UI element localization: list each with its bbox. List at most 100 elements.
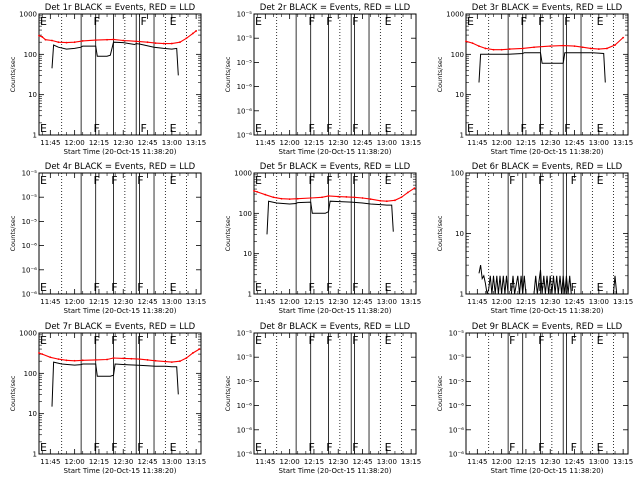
y-tick-label: 10⁻⁵ xyxy=(449,330,465,338)
marker-f-bottom: F xyxy=(520,122,526,135)
series-lld-point xyxy=(614,44,616,46)
marker-f-bottom: F xyxy=(111,281,117,294)
marker-f-top: F xyxy=(509,174,515,187)
series-events-line xyxy=(266,200,394,235)
panel-title: Det 8r BLACK = Events, RED = LLD xyxy=(260,322,411,332)
x-tick-label: 13:15 xyxy=(186,458,206,466)
series-lld-point xyxy=(65,41,68,44)
x-tick-label: 11:45 xyxy=(40,139,60,147)
panel-det-7: Det 7r BLACK = Events, RED = LLD 1 10 100 10… xyxy=(9,322,206,475)
x-tick-label: 12:30 xyxy=(540,458,560,466)
series-lld-point xyxy=(81,40,84,42)
y-tick-label: 10⁻⁵ xyxy=(22,218,38,226)
marker-f-top: F xyxy=(308,334,314,347)
series-lld-point xyxy=(492,48,495,51)
series-lld-point xyxy=(106,38,108,41)
y-tick-label: 10 xyxy=(455,230,464,238)
marker-e-top: E xyxy=(597,174,604,187)
x-tick-label: 12:45 xyxy=(564,139,584,147)
series-lld-point xyxy=(51,39,53,42)
x-tick-label: 12:00 xyxy=(280,139,300,147)
x-tick-label: 12:45 xyxy=(564,458,584,466)
series-lld-point xyxy=(385,200,388,203)
x-tick-label: 12:15 xyxy=(516,458,536,466)
y-tick-label: 100 xyxy=(451,51,464,59)
series-lld-point xyxy=(413,187,416,190)
x-axis-label: Start Time (20-Oct-15 11:38:20) xyxy=(279,467,392,475)
marker-f-bottom: F xyxy=(111,441,117,454)
y-tick-label: 1000 xyxy=(446,11,464,19)
series-lld-point xyxy=(122,39,125,42)
y-tick-label: 10⁻⁶ xyxy=(22,266,38,274)
marker-e-top: E xyxy=(385,174,392,187)
x-tick-label: 13:15 xyxy=(401,458,421,466)
series-lld-point xyxy=(500,48,503,51)
x-tick-label: 13:00 xyxy=(162,298,182,306)
series-lld-point xyxy=(44,38,47,41)
x-tick-label: 11:45 xyxy=(467,139,487,147)
marker-f-top: F xyxy=(93,15,99,28)
plot-frame xyxy=(465,332,629,455)
y-axis-label: Counts/sec xyxy=(9,215,17,251)
series-lld-point xyxy=(361,197,364,199)
series-lld-point xyxy=(146,41,149,44)
panel-det-4: Det 4r BLACK = Events, RED = LLD 10⁻⁶ 10⁻⁶… xyxy=(9,162,206,315)
x-tick-label: 12:30 xyxy=(540,298,560,306)
y-tick-label: 10⁻⁶ xyxy=(22,242,38,250)
series-lld-point xyxy=(465,40,467,43)
panel-det-3: Det 3r BLACK = Events, RED = LLD 1 10 100 10… xyxy=(436,3,633,156)
marker-e-bottom: E xyxy=(597,281,604,294)
y-tick-label: 10⁻⁶ xyxy=(237,132,253,140)
x-tick-label: 13:00 xyxy=(377,298,397,306)
series-lld-point xyxy=(589,47,592,50)
marker-e-bottom: E xyxy=(170,122,177,135)
series-lld-point xyxy=(41,36,44,38)
x-tick-label: 12:30 xyxy=(113,458,133,466)
series-lld-point xyxy=(562,44,565,47)
x-tick-label: 13:00 xyxy=(377,139,397,147)
marker-f-top: F xyxy=(111,334,117,347)
panel-title: Det 9r BLACK = Events, RED = LLD xyxy=(472,322,623,332)
series-lld-point xyxy=(162,42,165,45)
marker-e-bottom: E xyxy=(597,441,604,454)
marker-e-bottom: E xyxy=(40,281,47,294)
y-tick-label: 1000 xyxy=(234,170,252,178)
x-tick-label: 12:45 xyxy=(352,458,372,466)
x-tick-label: 12:15 xyxy=(304,139,324,147)
marker-f-bottom: F xyxy=(571,281,577,294)
marker-e-bottom: E xyxy=(385,281,392,294)
y-tick-label: 10⁻⁵ xyxy=(237,35,253,43)
y-tick-label: 10⁻⁶ xyxy=(449,426,465,434)
series-lld-point xyxy=(112,357,115,359)
marker-f-top: F xyxy=(326,174,332,187)
series-lld-point xyxy=(170,361,173,363)
series-lld-point xyxy=(112,38,115,41)
x-tick-label: 12:30 xyxy=(328,139,348,147)
x-tick-label: 12:30 xyxy=(113,298,133,306)
y-tick-label: 10⁻⁶ xyxy=(237,402,253,410)
panel-det-5: Det 5r BLACK = Events, RED = LLD 1 10 100 10… xyxy=(224,162,421,315)
series-lld-point xyxy=(164,360,167,363)
marker-f-bottom: F xyxy=(308,441,314,454)
series-lld-line xyxy=(253,187,415,202)
marker-f-top: F xyxy=(308,15,314,28)
x-tick-label: 12:15 xyxy=(516,139,536,147)
y-axis-label: Counts/sec xyxy=(9,56,17,92)
panel-title: Det 1r BLACK = Events, RED = LLD xyxy=(45,3,196,13)
series-events-line xyxy=(51,41,179,76)
series-lld-point xyxy=(57,41,60,44)
marker-f-top: F xyxy=(308,174,314,187)
y-tick-label: 10⁻⁶ xyxy=(237,426,253,434)
series-lld-point xyxy=(130,357,133,360)
x-axis-label: Start Time (20-Oct-15 11:38:20) xyxy=(64,307,177,315)
series-lld-line xyxy=(38,30,197,45)
marker-f-bottom: F xyxy=(308,122,314,135)
marker-f-bottom: F xyxy=(308,281,314,294)
marker-f-bottom: F xyxy=(93,441,99,454)
marker-e-top: E xyxy=(170,174,177,187)
y-axis-label: Counts/sec xyxy=(436,56,444,92)
marker-f-top: F xyxy=(93,174,99,187)
x-axis-label: Start Time (20-Oct-15 11:38:20) xyxy=(279,307,392,315)
x-tick-label: 12:00 xyxy=(280,298,300,306)
y-tick-label: 1 xyxy=(248,291,252,299)
